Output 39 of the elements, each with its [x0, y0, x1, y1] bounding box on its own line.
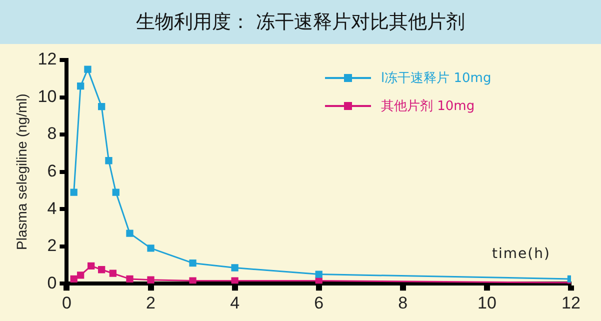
point: [105, 157, 112, 164]
point: [189, 260, 196, 267]
legend-label: 其他片剂 10mg: [381, 98, 475, 115]
point: [98, 266, 106, 274]
point: [77, 272, 84, 279]
y-tick-label: 12: [38, 50, 57, 69]
point: [84, 66, 92, 73]
y-tick-label: 6: [47, 161, 57, 180]
point: [189, 277, 196, 284]
point: [112, 188, 120, 196]
y-tick-label: 2: [47, 236, 57, 256]
point: [231, 277, 238, 284]
x-axis-title: time(h): [492, 246, 550, 262]
y-axis-title: Plasma selegiline (ng/ml): [13, 94, 30, 250]
point: [98, 103, 106, 110]
y-tick-label: 4: [47, 198, 57, 218]
point: [109, 270, 117, 277]
point: [147, 276, 154, 284]
x-tick-label: 8: [398, 293, 408, 312]
point: [77, 82, 84, 90]
y-tick-label: 0: [47, 273, 57, 292]
point: [70, 275, 78, 283]
x-tick-label: 0: [62, 293, 72, 312]
x-tick-label: 2: [146, 293, 156, 312]
x-tick-label: 12: [562, 293, 580, 312]
point: [126, 230, 134, 237]
y-tick-label: 8: [47, 124, 57, 144]
x-tick-label: 6: [314, 293, 324, 312]
point: [231, 264, 238, 272]
point: [88, 262, 95, 270]
point: [70, 188, 78, 196]
point: [126, 275, 134, 283]
y-tick-label: 10: [38, 86, 57, 106]
x-tick-label: 4: [230, 293, 240, 312]
chart-title: 生物利用度： 冻干速释片对比其他片剂: [0, 0, 601, 44]
x-tick-label: 10: [477, 293, 496, 312]
legend-label: l冻干速释片 10mg: [381, 70, 492, 87]
point: [315, 270, 322, 278]
point: [147, 244, 154, 252]
